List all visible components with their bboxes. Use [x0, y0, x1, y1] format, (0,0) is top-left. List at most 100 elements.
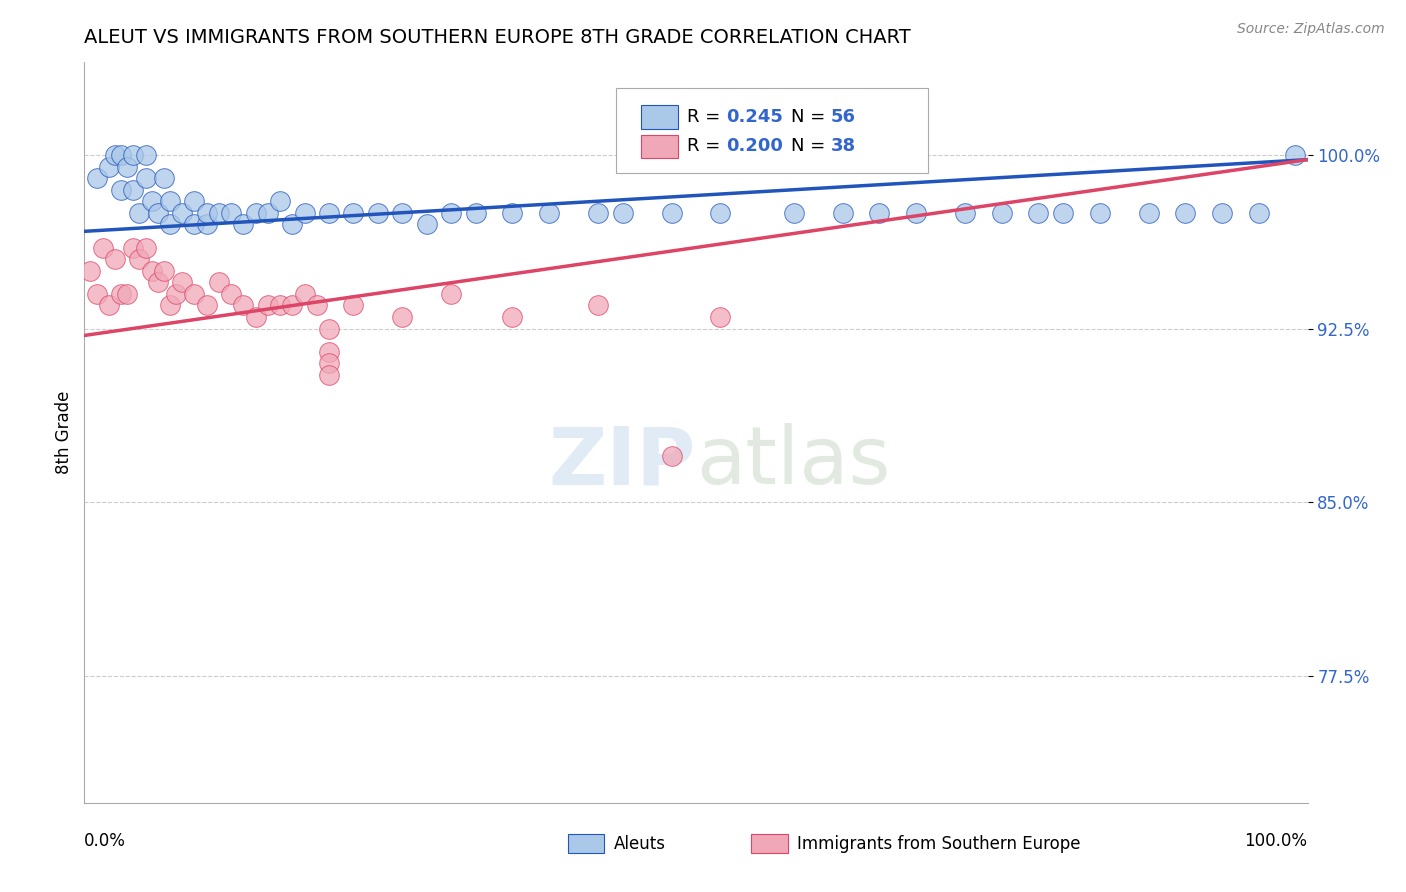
Point — [1284, 148, 1306, 162]
Point — [115, 286, 138, 301]
Point — [953, 206, 976, 220]
Point — [245, 206, 267, 220]
Text: atlas: atlas — [696, 423, 890, 501]
Point — [318, 368, 340, 382]
Point — [110, 286, 132, 301]
Point — [232, 218, 254, 232]
Point — [1028, 206, 1050, 220]
Point — [115, 160, 138, 174]
Point — [502, 310, 524, 324]
Point — [153, 263, 176, 277]
Text: R =: R = — [688, 137, 727, 155]
Point — [294, 206, 316, 220]
Point — [128, 252, 150, 266]
Text: 56: 56 — [831, 108, 855, 126]
Y-axis label: 8th Grade: 8th Grade — [55, 391, 73, 475]
Point — [905, 206, 928, 220]
Point — [159, 298, 181, 312]
Text: 0.200: 0.200 — [727, 137, 783, 155]
Point — [208, 206, 231, 220]
Point — [183, 194, 205, 209]
Point — [165, 286, 187, 301]
Point — [86, 286, 108, 301]
Point — [135, 171, 157, 186]
Point — [367, 206, 389, 220]
Point — [195, 298, 218, 312]
Point — [104, 252, 127, 266]
Point — [281, 218, 304, 232]
Point — [219, 286, 242, 301]
FancyBboxPatch shape — [641, 135, 678, 158]
Point — [831, 206, 853, 220]
Point — [122, 183, 145, 197]
Point — [257, 298, 280, 312]
Point — [586, 206, 609, 220]
Text: N =: N = — [792, 108, 831, 126]
Point — [141, 263, 163, 277]
Point — [172, 206, 194, 220]
Point — [991, 206, 1014, 220]
Point — [153, 171, 176, 186]
Point — [135, 148, 157, 162]
Point — [709, 310, 731, 324]
Text: 0.245: 0.245 — [727, 108, 783, 126]
Point — [232, 298, 254, 312]
Point — [502, 206, 524, 220]
Point — [110, 183, 132, 197]
Point — [159, 194, 181, 209]
Point — [245, 310, 267, 324]
Point — [1137, 206, 1160, 220]
Point — [1088, 206, 1111, 220]
Point — [97, 298, 120, 312]
Point — [91, 240, 114, 255]
Point — [183, 218, 205, 232]
Point — [586, 298, 609, 312]
Point — [97, 160, 120, 174]
Text: 100.0%: 100.0% — [1244, 832, 1308, 850]
Point — [391, 206, 413, 220]
Point — [146, 275, 169, 289]
Point — [104, 148, 127, 162]
Point — [342, 298, 364, 312]
Point — [269, 298, 291, 312]
Point — [342, 206, 364, 220]
Point — [257, 206, 280, 220]
Point — [195, 206, 218, 220]
Point — [869, 206, 891, 220]
FancyBboxPatch shape — [641, 105, 678, 128]
Point — [135, 240, 157, 255]
Text: R =: R = — [688, 108, 727, 126]
Point — [318, 206, 340, 220]
Text: 0.0%: 0.0% — [84, 832, 127, 850]
Point — [208, 275, 231, 289]
Point — [318, 321, 340, 335]
Point — [1174, 206, 1197, 220]
Point — [128, 206, 150, 220]
Point — [159, 218, 181, 232]
Point — [79, 263, 101, 277]
Point — [318, 344, 340, 359]
Point — [440, 206, 463, 220]
Text: Source: ZipAtlas.com: Source: ZipAtlas.com — [1237, 22, 1385, 37]
Point — [1211, 206, 1233, 220]
Point — [318, 356, 340, 370]
Point — [110, 148, 132, 162]
Point — [305, 298, 328, 312]
Point — [219, 206, 242, 220]
Point — [141, 194, 163, 209]
Point — [195, 218, 218, 232]
Point — [1247, 206, 1270, 220]
Point — [294, 286, 316, 301]
Point — [122, 148, 145, 162]
FancyBboxPatch shape — [616, 88, 928, 173]
Point — [661, 206, 683, 220]
Point — [281, 298, 304, 312]
Point — [269, 194, 291, 209]
Text: ALEUT VS IMMIGRANTS FROM SOUTHERN EUROPE 8TH GRADE CORRELATION CHART: ALEUT VS IMMIGRANTS FROM SOUTHERN EUROPE… — [84, 28, 911, 47]
Point — [661, 449, 683, 463]
Text: Immigrants from Southern Europe: Immigrants from Southern Europe — [797, 835, 1081, 853]
Text: 38: 38 — [831, 137, 856, 155]
Point — [464, 206, 486, 220]
Point — [122, 240, 145, 255]
Point — [709, 206, 731, 220]
